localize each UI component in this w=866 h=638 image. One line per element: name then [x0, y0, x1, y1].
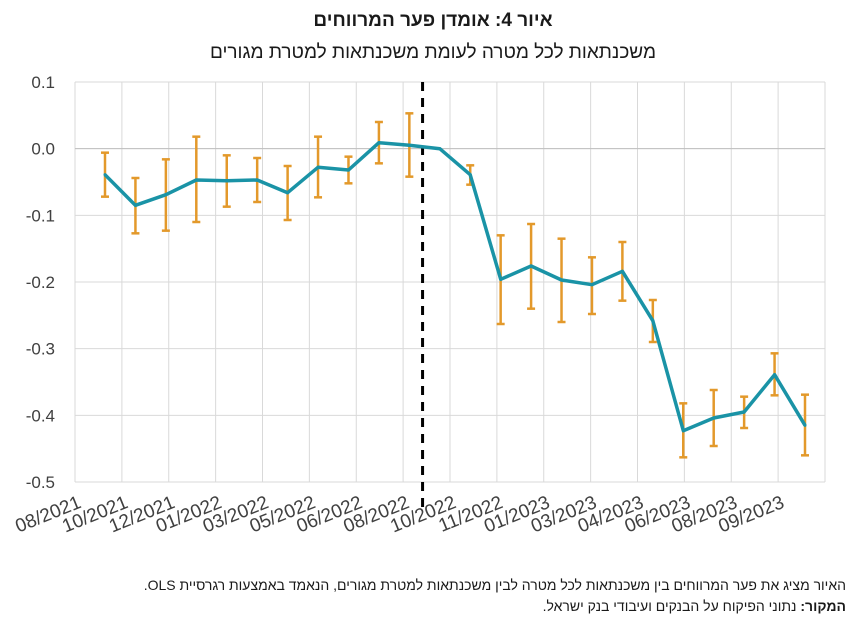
y-tick-label: -0.5 — [26, 473, 55, 492]
data-point — [194, 178, 198, 182]
data-point — [803, 423, 807, 427]
data-point — [712, 416, 716, 420]
data-point — [103, 173, 107, 177]
footnote: האיור מציג את פער המרווחים בין משכנתאות … — [143, 577, 846, 593]
y-tick-label: -0.1 — [26, 206, 55, 225]
series-line — [103, 140, 807, 433]
x-tick-labels: 08/202110/202112/202101/202203/202205/20… — [13, 492, 788, 537]
chart-area: 0.1 0.0 -0.1 -0.2 -0.3 -0.4 -0.5 08/202110/202… — [13, 73, 826, 537]
data-point — [286, 191, 290, 195]
data-point — [255, 178, 259, 182]
data-point — [620, 269, 624, 273]
grid-layer — [74, 81, 826, 483]
y-tick-label: -0.2 — [26, 273, 55, 292]
data-point — [164, 193, 168, 197]
data-point — [651, 319, 655, 323]
data-point — [560, 278, 564, 282]
data-point — [438, 147, 442, 151]
y-tick-label: 0.0 — [31, 140, 55, 159]
data-point — [742, 410, 746, 414]
data-point — [225, 179, 229, 183]
data-point — [407, 143, 411, 147]
chart-subtitle: משכנתאות לכל מטרה לעומת משכנתאות למטרת מ… — [209, 42, 657, 63]
source-line: המקור: נתוני הפיקוח על הבנקים ועיבודי בנ… — [6, 596, 846, 616]
data-point — [499, 277, 503, 281]
y-tick-labels: 0.1 0.0 -0.1 -0.2 -0.3 -0.4 -0.5 — [26, 73, 55, 492]
chart-title: איור 4: אומדן פער המרווחים — [313, 10, 553, 31]
data-point — [377, 141, 381, 145]
data-point — [773, 373, 777, 377]
source-label: המקור: — [800, 598, 846, 614]
data-point — [681, 429, 685, 433]
data-point — [529, 264, 533, 268]
y-tick-label: -0.4 — [26, 406, 55, 425]
data-point — [133, 203, 137, 207]
data-point — [346, 168, 350, 172]
data-point — [590, 283, 594, 287]
y-tick-label: -0.3 — [26, 340, 55, 359]
y-tick-label: 0.1 — [31, 73, 55, 92]
data-point — [468, 173, 472, 177]
source-text: נתוני הפיקוח על הבנקים ועיבודי בנק ישראל… — [542, 598, 797, 614]
error-bar-layer — [101, 112, 809, 459]
line-layer — [103, 140, 807, 433]
data-point — [316, 165, 320, 169]
